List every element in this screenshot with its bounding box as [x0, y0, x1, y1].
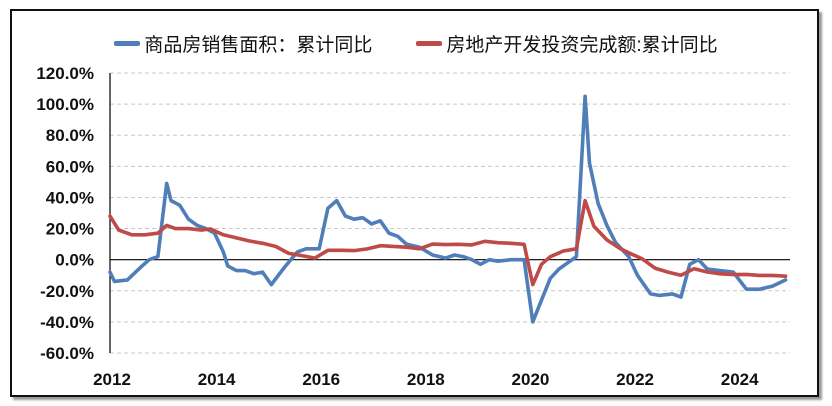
legend-label: 房地产开发投资完成额:累计同比 — [446, 35, 718, 56]
y-tick-label: -20.0% — [40, 282, 94, 301]
x-tick-label: 2024 — [721, 370, 759, 389]
series-line-investment — [108, 198, 788, 287]
y-tick-label: 40.0% — [46, 188, 94, 207]
y-tick-label: 20.0% — [46, 220, 94, 239]
legend-swatch-red — [416, 41, 443, 46]
x-tick-label: 2020 — [512, 370, 550, 389]
y-tick-label: 0.0% — [55, 251, 94, 270]
x-tick-label: 2022 — [616, 370, 654, 389]
y-tick-label: 60.0% — [46, 157, 94, 176]
y-tick-label: 80.0% — [46, 126, 94, 145]
legend-item-sales-area: 商品房销售面积：累计同比 — [114, 30, 372, 57]
y-tick-label: 100.0% — [36, 95, 94, 114]
y-tick-label: -40.0% — [40, 313, 94, 332]
series-line-sales-area — [108, 94, 788, 324]
legend: 商品房销售面积：累计同比 房地产开发投资完成额:累计同比 — [0, 30, 832, 57]
x-tick-label: 2016 — [302, 370, 340, 389]
legend-label: 商品房销售面积：累计同比 — [144, 35, 373, 56]
x-tick-label: 2018 — [407, 370, 445, 389]
y-tick-label: -60.0% — [40, 344, 94, 363]
x-tick-label: 2014 — [198, 370, 236, 389]
y-tick-label: 120.0% — [36, 64, 94, 83]
legend-item-investment: 房地产开发投资完成额:累计同比 — [416, 30, 718, 57]
x-tick-label: 2012 — [93, 370, 131, 389]
legend-swatch-blue — [114, 41, 141, 46]
chart-frame — [10, 9, 819, 397]
